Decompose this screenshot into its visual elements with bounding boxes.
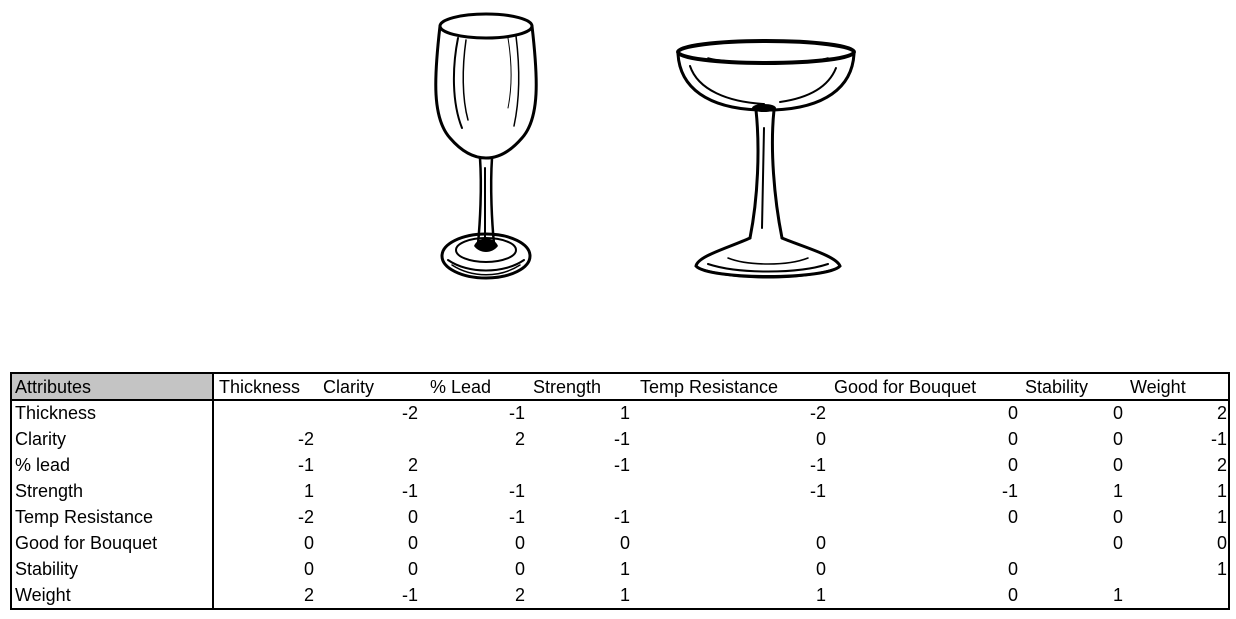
row-label: Strength	[15, 481, 84, 501]
header-temp-resistance: Temp Resistance	[640, 377, 779, 397]
table-cell: 0	[1007, 507, 1018, 527]
table-cell: 1	[619, 585, 630, 605]
table-cell: 0	[514, 533, 525, 553]
header-good-for-bouquet: Good for Bouquet	[834, 377, 977, 397]
table-cell: 1	[619, 403, 630, 423]
table-cell: 0	[1007, 455, 1018, 475]
table-cell: 1	[1216, 507, 1227, 527]
table-cell: 0	[303, 533, 314, 553]
table-cell	[590, 478, 630, 504]
table-cell: 2	[514, 585, 525, 605]
wine-glass-illustration	[434, 12, 538, 280]
table-cell: 2	[407, 455, 418, 475]
table-cell: -1	[401, 585, 418, 605]
table-cell: -1	[809, 481, 826, 501]
table-cell: 0	[1007, 559, 1018, 579]
table-cell: -1	[1210, 429, 1227, 449]
table-cell: -1	[401, 481, 418, 501]
table-cell: 2	[514, 429, 525, 449]
header-divider	[12, 399, 1228, 401]
table-cell: 2	[303, 585, 314, 605]
table-cell: 0	[303, 559, 314, 579]
table-cell: 0	[1007, 585, 1018, 605]
table-cell: -1	[508, 403, 525, 423]
table-cell	[1083, 556, 1123, 582]
header-thickness: Thickness	[219, 377, 301, 397]
table-cell: 1	[815, 585, 826, 605]
table-cell: -1	[613, 507, 630, 527]
table-cell: 0	[407, 533, 418, 553]
table-cell: -2	[809, 403, 826, 423]
table-cell: 1	[303, 481, 314, 501]
table-cell: 1	[1216, 481, 1227, 501]
table-cell	[786, 504, 826, 530]
table-cell: 0	[815, 429, 826, 449]
table-cell: 1	[1112, 585, 1123, 605]
table-cell: 0	[815, 559, 826, 579]
table-cell: 1	[619, 559, 630, 579]
header-weight: Weight	[1130, 377, 1186, 397]
header-stability: Stability	[1025, 377, 1089, 397]
table-cell: -2	[297, 429, 314, 449]
table-cell: -1	[613, 455, 630, 475]
table-cell: -2	[401, 403, 418, 423]
row-label: Thickness	[15, 403, 97, 423]
table-cell: -1	[613, 429, 630, 449]
table-cell: 1	[1112, 481, 1123, 501]
table-cell: 0	[407, 559, 418, 579]
table-cell: 2	[1216, 455, 1227, 475]
header-clarity: Clarity	[323, 377, 375, 397]
table-cell: 2	[1216, 403, 1227, 423]
table-cell: 0	[815, 533, 826, 553]
label-column-divider	[212, 374, 214, 608]
table-cell: 0	[1112, 533, 1123, 553]
header-strength: Strength	[533, 377, 602, 397]
table-cell: 0	[1112, 403, 1123, 423]
table-cell: -2	[297, 507, 314, 527]
table-cell: 0	[1007, 403, 1018, 423]
table-cell: 0	[1112, 455, 1123, 475]
row-label: Weight	[15, 585, 71, 605]
table-cell: -1	[508, 507, 525, 527]
header-attributes: Attributes	[15, 377, 92, 397]
table-cell: 0	[407, 507, 418, 527]
table-cell: 0	[514, 559, 525, 579]
row-label: % lead	[15, 455, 71, 475]
table-cell: 0	[619, 533, 630, 553]
table-cell: 0	[1007, 429, 1018, 449]
coupe-glass-illustration	[676, 39, 856, 279]
table-cell	[485, 452, 525, 478]
header-cell-background	[12, 374, 212, 399]
table-cell: -1	[1001, 481, 1018, 501]
table-cell: 1	[1216, 559, 1227, 579]
table-cell	[378, 426, 418, 452]
table-cell	[274, 400, 314, 426]
attribute-matrix: Attributes Thickness Clarity % Lead Stre…	[10, 372, 1230, 610]
table-cell: 0	[1216, 533, 1227, 553]
table-cell: -1	[508, 481, 525, 501]
row-label: Stability	[15, 559, 79, 579]
table-cell: -1	[297, 455, 314, 475]
table-cell: 0	[1112, 507, 1123, 527]
row-label: Clarity	[15, 429, 67, 449]
header-lead: % Lead	[430, 377, 492, 397]
row-label: Temp Resistance	[15, 507, 154, 527]
row-label: Good for Bouquet	[15, 533, 158, 553]
table-cell: -1	[809, 455, 826, 475]
table-cell	[1187, 582, 1227, 608]
table-cell	[978, 530, 1018, 556]
table-cell: 0	[1112, 429, 1123, 449]
